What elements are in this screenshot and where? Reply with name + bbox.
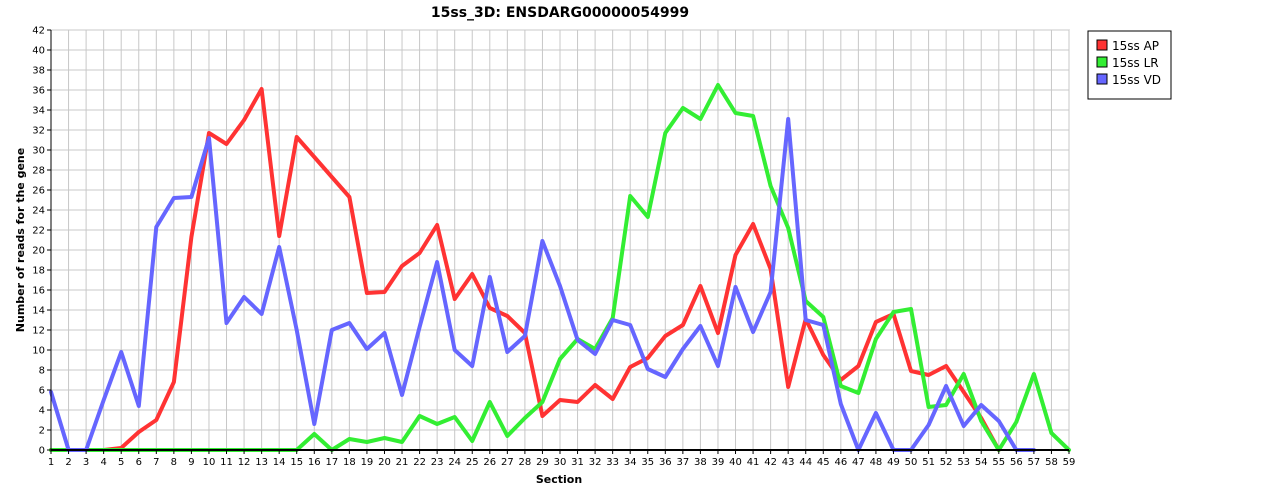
y-tick-label: 4 (39, 406, 45, 417)
x-tick-label: 24 (448, 457, 461, 468)
y-tick-label: 12 (32, 326, 45, 337)
x-tick-label: 1 (48, 457, 54, 468)
x-tick-label: 41 (747, 457, 760, 468)
x-tick-label: 32 (589, 457, 602, 468)
x-tick-label: 11 (220, 457, 233, 468)
y-tick-label: 30 (32, 146, 45, 157)
x-tick-label: 17 (325, 457, 338, 468)
y-tick-label: 40 (32, 46, 45, 57)
legend-swatch-15ss-vd (1096, 73, 1108, 85)
x-tick-label: 45 (817, 457, 830, 468)
x-tick-label: 8 (171, 457, 177, 468)
x-tick-label: 57 (1028, 457, 1041, 468)
x-tick-label: 27 (501, 457, 514, 468)
legend-label-15ss-vd: 15ss VD (1112, 73, 1161, 87)
x-tick-label: 58 (1045, 457, 1058, 468)
x-tick-label: 40 (729, 457, 742, 468)
x-tick-label: 6 (136, 457, 142, 468)
x-tick-label: 36 (659, 457, 672, 468)
x-tick-label: 9 (188, 457, 194, 468)
x-tick-label: 15 (290, 457, 303, 468)
x-tick-label: 4 (100, 457, 106, 468)
legend-swatch-15ss-ap (1096, 39, 1108, 51)
legend-label-15ss-ap: 15ss AP (1112, 39, 1159, 53)
y-axis-label: Number of reads for the gene (14, 148, 27, 332)
x-tick-label: 30 (554, 457, 567, 468)
y-tick-label: 2 (39, 426, 45, 437)
x-tick-label: 21 (396, 457, 409, 468)
y-tick-label: 10 (32, 346, 45, 357)
x-tick-label: 25 (466, 457, 479, 468)
x-tick-label: 13 (255, 457, 268, 468)
x-tick-label: 50 (905, 457, 918, 468)
y-tick-label: 18 (32, 266, 45, 277)
y-tick-label: 6 (39, 386, 45, 397)
y-tick-label: 0 (39, 446, 45, 457)
y-tick-label: 14 (32, 306, 45, 317)
x-tick-label: 35 (641, 457, 654, 468)
x-tick-label: 10 (203, 457, 216, 468)
x-tick-label: 28 (519, 457, 532, 468)
x-tick-label: 51 (922, 457, 935, 468)
series-line-15ss-vd (49, 117, 1036, 452)
x-tick-label: 26 (483, 457, 496, 468)
x-tick-label: 19 (361, 457, 374, 468)
x-tick-label: 3 (83, 457, 89, 468)
x-tick-label: 46 (834, 457, 847, 468)
y-tick-label: 26 (32, 186, 45, 197)
x-tick-label: 29 (536, 457, 549, 468)
x-tick-label: 7 (153, 457, 159, 468)
y-tick-label: 16 (32, 286, 45, 297)
x-tick-label: 5 (118, 457, 124, 468)
x-tick-label: 18 (343, 457, 356, 468)
x-tick-label: 52 (940, 457, 953, 468)
x-tick-label: 47 (852, 457, 865, 468)
chart-title: 15ss_3D: ENSDARG00000054999 (431, 5, 689, 21)
x-tick-label: 33 (606, 457, 619, 468)
x-tick-label: 12 (238, 457, 251, 468)
y-tick-label: 42 (32, 26, 45, 37)
x-tick-label: 49 (887, 457, 900, 468)
x-axis-ticks: 1 2 3 4 5 6 7 8 9 10 11 12 13 14 15 16 17 18 19 20 21 22 23 24 2… (48, 450, 1076, 468)
x-tick-label: 34 (624, 457, 637, 468)
y-tick-label: 20 (32, 246, 45, 257)
x-tick-label: 54 (975, 457, 988, 468)
x-tick-label: 20 (378, 457, 391, 468)
x-tick-label: 38 (694, 457, 707, 468)
x-tick-label: 16 (308, 457, 321, 468)
x-tick-label: 31 (571, 457, 584, 468)
x-tick-label: 22 (413, 457, 426, 468)
x-tick-label: 56 (1010, 457, 1023, 468)
x-tick-label: 37 (676, 457, 689, 468)
y-tick-label: 24 (32, 206, 45, 217)
x-tick-label: 23 (431, 457, 444, 468)
legend-label-15ss-lr: 15ss LR (1112, 56, 1159, 70)
x-tick-label: 59 (1063, 457, 1076, 468)
y-tick-label: 38 (32, 66, 45, 77)
legend: 15ss AP 15ss LR 15ss VD (1087, 30, 1172, 100)
x-tick-label: 39 (712, 457, 725, 468)
x-tick-label: 53 (957, 457, 970, 468)
x-tick-label: 48 (870, 457, 883, 468)
x-tick-label: 14 (273, 457, 286, 468)
legend-swatch-15ss-lr (1096, 56, 1108, 68)
x-tick-label: 2 (65, 457, 71, 468)
x-tick-label: 44 (799, 457, 812, 468)
x-tick-label: 55 (992, 457, 1005, 468)
y-tick-label: 34 (32, 106, 45, 117)
x-axis-label: Section (536, 473, 582, 486)
y-tick-label: 36 (32, 86, 45, 97)
y-tick-label: 8 (39, 366, 45, 377)
x-tick-label: 43 (782, 457, 795, 468)
y-tick-label: 22 (32, 226, 45, 237)
y-tick-label: 28 (32, 166, 45, 177)
y-tick-label: 32 (32, 126, 45, 137)
x-tick-label: 42 (764, 457, 777, 468)
